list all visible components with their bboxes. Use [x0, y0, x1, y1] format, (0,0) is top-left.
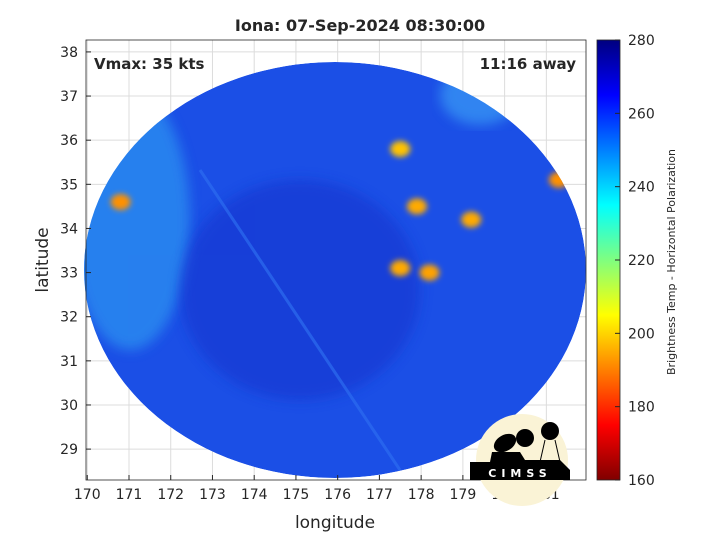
y-axis-label: latitude: [33, 227, 53, 292]
bright-feature: [390, 141, 411, 158]
vmax-annotation: Vmax: 35 kts: [94, 55, 204, 73]
y-tick-label: 32: [60, 310, 78, 326]
colorbar-tick-label: 200: [628, 326, 655, 342]
colorbar-tick-label: 260: [628, 106, 655, 122]
chart-title: Iona: 07-Sep-2024 08:30:00: [235, 16, 485, 35]
colorbar-label: Brightness Temp - Horizontal Polarizatio…: [665, 149, 678, 375]
y-tick-label: 29: [60, 442, 78, 458]
bright-feature: [406, 198, 427, 215]
y-tick-label: 33: [60, 266, 78, 282]
colorbar-tick-label: 280: [628, 33, 655, 49]
bright-feature: [110, 193, 131, 210]
y-tick-label: 35: [60, 177, 78, 193]
colorbar-tick-label: 240: [628, 180, 655, 196]
axes-box: [85, 39, 587, 481]
x-tick-label: 171: [116, 487, 143, 503]
y-tick-label: 30: [60, 398, 78, 414]
y-tick-label: 36: [60, 133, 78, 149]
colorbar-tick-label: 160: [628, 473, 655, 489]
cimss-logo: CIMSS: [470, 414, 570, 506]
x-tick-label: 170: [74, 487, 101, 503]
colorbar-tick-label: 180: [628, 400, 655, 416]
y-tick-label: 31: [60, 354, 78, 370]
x-tick-label: 176: [324, 487, 351, 503]
colorbar-tick-label: 220: [628, 253, 655, 269]
axes: 1701711721731741751761771781791801812930…: [60, 39, 587, 503]
x-axis-label: longitude: [295, 513, 375, 533]
colorbar-ticks: 160 180 200 220 240 260 280: [615, 33, 655, 489]
bright-feature: [419, 264, 440, 281]
x-tick-label: 177: [366, 487, 393, 503]
x-tick-label: 173: [199, 487, 226, 503]
logo-text: CIMSS: [488, 467, 551, 480]
x-tick-label: 178: [408, 487, 435, 503]
x-tick-label: 175: [283, 487, 310, 503]
y-tick-label: 38: [60, 45, 78, 61]
x-tick-label: 179: [450, 487, 477, 503]
bright-feature: [390, 260, 411, 277]
y-tick-label: 34: [60, 221, 78, 237]
x-tick-label: 172: [157, 487, 184, 503]
y-tick-label: 37: [60, 89, 78, 105]
bright-feature: [461, 211, 482, 228]
x-tick-label: 174: [241, 487, 268, 503]
time-away-annotation: 11:16 away: [480, 55, 577, 73]
